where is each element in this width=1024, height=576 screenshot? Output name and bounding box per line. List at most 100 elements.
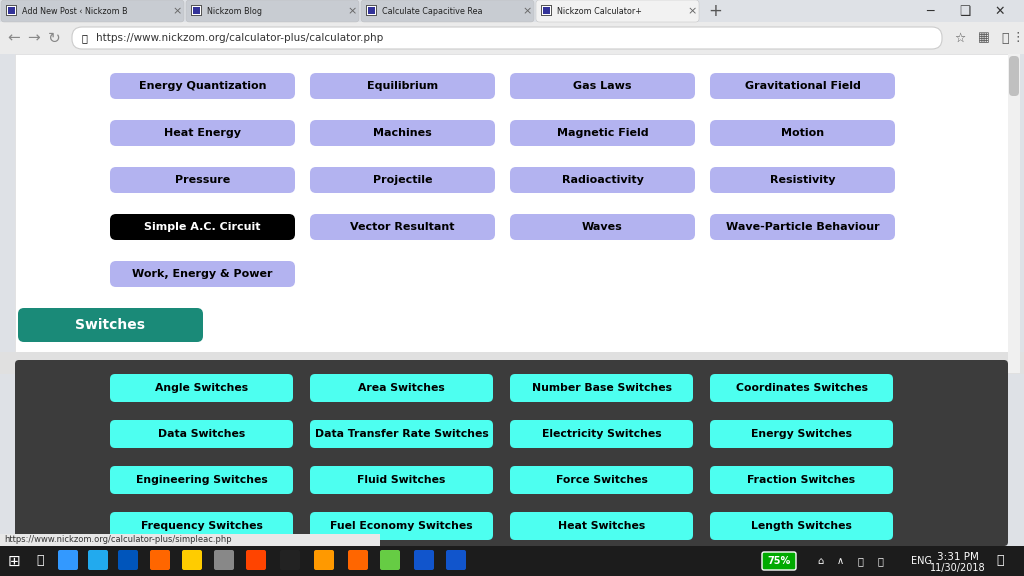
FancyBboxPatch shape bbox=[214, 550, 234, 570]
Bar bbox=[0, 352, 1024, 374]
FancyBboxPatch shape bbox=[110, 73, 295, 99]
FancyBboxPatch shape bbox=[310, 214, 495, 240]
Bar bbox=[541, 5, 552, 16]
Text: Equilibrium: Equilibrium bbox=[367, 81, 438, 91]
Text: ←: ← bbox=[7, 31, 20, 46]
Text: Fluid Switches: Fluid Switches bbox=[357, 475, 445, 485]
Text: ×: × bbox=[522, 6, 531, 16]
Text: Machines: Machines bbox=[373, 128, 432, 138]
FancyBboxPatch shape bbox=[510, 374, 693, 402]
FancyBboxPatch shape bbox=[15, 360, 1008, 546]
Bar bbox=[193, 7, 200, 14]
Bar bbox=[0, 534, 380, 546]
Text: ─: ─ bbox=[927, 5, 934, 17]
FancyBboxPatch shape bbox=[88, 550, 108, 570]
Text: ✕: ✕ bbox=[994, 5, 1006, 17]
Bar bbox=[543, 7, 550, 14]
Bar bbox=[368, 7, 375, 14]
Text: 👤: 👤 bbox=[1001, 32, 1009, 44]
Bar bbox=[7, 6, 16, 15]
Text: 75%: 75% bbox=[767, 556, 791, 566]
FancyBboxPatch shape bbox=[510, 420, 693, 448]
FancyBboxPatch shape bbox=[310, 420, 493, 448]
FancyBboxPatch shape bbox=[110, 420, 293, 448]
Bar bbox=[542, 6, 551, 15]
Bar bbox=[0, 0, 1024, 22]
Text: Fraction Switches: Fraction Switches bbox=[748, 475, 856, 485]
Text: Data Transfer Rate Switches: Data Transfer Rate Switches bbox=[314, 429, 488, 439]
Text: 11/30/2018: 11/30/2018 bbox=[930, 563, 986, 573]
Text: →: → bbox=[28, 31, 40, 46]
Text: Simple A.C. Circuit: Simple A.C. Circuit bbox=[144, 222, 261, 232]
Text: Radioactivity: Radioactivity bbox=[561, 175, 643, 185]
FancyBboxPatch shape bbox=[110, 167, 295, 193]
FancyBboxPatch shape bbox=[314, 550, 334, 570]
Bar bbox=[0, 546, 1024, 576]
Bar bbox=[366, 5, 377, 16]
Bar bbox=[1008, 54, 1020, 373]
Text: Heat Switches: Heat Switches bbox=[558, 521, 645, 531]
FancyBboxPatch shape bbox=[536, 0, 699, 22]
Text: https://www.nickzom.org/calculator-plus/calculator.php: https://www.nickzom.org/calculator-plus/… bbox=[96, 33, 383, 43]
Text: 🔒: 🔒 bbox=[81, 33, 87, 43]
Text: Frequency Switches: Frequency Switches bbox=[140, 521, 262, 531]
Text: Nickzom Calculator+: Nickzom Calculator+ bbox=[557, 6, 642, 16]
Text: Pressure: Pressure bbox=[175, 175, 230, 185]
Text: ×: × bbox=[687, 6, 696, 16]
Bar bbox=[0, 22, 1024, 54]
Text: Switches: Switches bbox=[76, 318, 145, 332]
Text: Number Base Switches: Number Base Switches bbox=[531, 383, 672, 393]
FancyBboxPatch shape bbox=[310, 374, 493, 402]
Text: Electricity Switches: Electricity Switches bbox=[542, 429, 662, 439]
FancyBboxPatch shape bbox=[58, 550, 78, 570]
Text: ❑: ❑ bbox=[959, 5, 971, 17]
Text: Gas Laws: Gas Laws bbox=[573, 81, 632, 91]
FancyBboxPatch shape bbox=[18, 308, 203, 342]
Text: Add New Post ‹ Nickzom B: Add New Post ‹ Nickzom B bbox=[22, 6, 128, 16]
FancyBboxPatch shape bbox=[762, 552, 796, 570]
Text: Fuel Economy Switches: Fuel Economy Switches bbox=[330, 521, 473, 531]
Text: 🔊: 🔊 bbox=[878, 556, 883, 566]
FancyBboxPatch shape bbox=[710, 73, 895, 99]
Text: +: + bbox=[708, 2, 722, 20]
FancyBboxPatch shape bbox=[361, 0, 534, 22]
Text: Area Switches: Area Switches bbox=[358, 383, 444, 393]
Bar bbox=[8, 7, 15, 14]
Text: Vector Resultant: Vector Resultant bbox=[350, 222, 455, 232]
FancyBboxPatch shape bbox=[510, 73, 695, 99]
Text: Calculate Capacitive Rea: Calculate Capacitive Rea bbox=[382, 6, 482, 16]
Text: Data Switches: Data Switches bbox=[158, 429, 245, 439]
FancyBboxPatch shape bbox=[150, 550, 170, 570]
Text: ⋮: ⋮ bbox=[1012, 32, 1024, 44]
FancyBboxPatch shape bbox=[348, 550, 368, 570]
FancyBboxPatch shape bbox=[510, 466, 693, 494]
FancyBboxPatch shape bbox=[510, 167, 695, 193]
FancyBboxPatch shape bbox=[710, 466, 893, 494]
Text: 📶: 📶 bbox=[857, 556, 863, 566]
Text: 🗨: 🗨 bbox=[996, 555, 1004, 567]
FancyBboxPatch shape bbox=[110, 120, 295, 146]
Text: Angle Switches: Angle Switches bbox=[155, 383, 248, 393]
FancyBboxPatch shape bbox=[310, 120, 495, 146]
FancyBboxPatch shape bbox=[110, 374, 293, 402]
FancyBboxPatch shape bbox=[510, 120, 695, 146]
FancyBboxPatch shape bbox=[510, 214, 695, 240]
Text: Length Switches: Length Switches bbox=[751, 521, 852, 531]
Bar bbox=[6, 5, 17, 16]
Text: Energy Switches: Energy Switches bbox=[751, 429, 852, 439]
FancyBboxPatch shape bbox=[710, 420, 893, 448]
Text: 🔍: 🔍 bbox=[36, 555, 44, 567]
Text: https://www.nickzom.org/calculator-plus/simpleac.php: https://www.nickzom.org/calculator-plus/… bbox=[4, 536, 231, 544]
FancyBboxPatch shape bbox=[414, 550, 434, 570]
Text: Motion: Motion bbox=[781, 128, 824, 138]
Text: 3:31 PM: 3:31 PM bbox=[937, 552, 979, 562]
Text: ×: × bbox=[172, 6, 181, 16]
Text: ∧: ∧ bbox=[837, 556, 844, 566]
FancyBboxPatch shape bbox=[246, 550, 266, 570]
Text: Work, Energy & Power: Work, Energy & Power bbox=[132, 269, 272, 279]
Text: Wave-Particle Behaviour: Wave-Particle Behaviour bbox=[726, 222, 880, 232]
FancyBboxPatch shape bbox=[310, 466, 493, 494]
Text: Nickzom Blog: Nickzom Blog bbox=[207, 6, 262, 16]
FancyBboxPatch shape bbox=[186, 0, 359, 22]
Text: Waves: Waves bbox=[582, 222, 623, 232]
